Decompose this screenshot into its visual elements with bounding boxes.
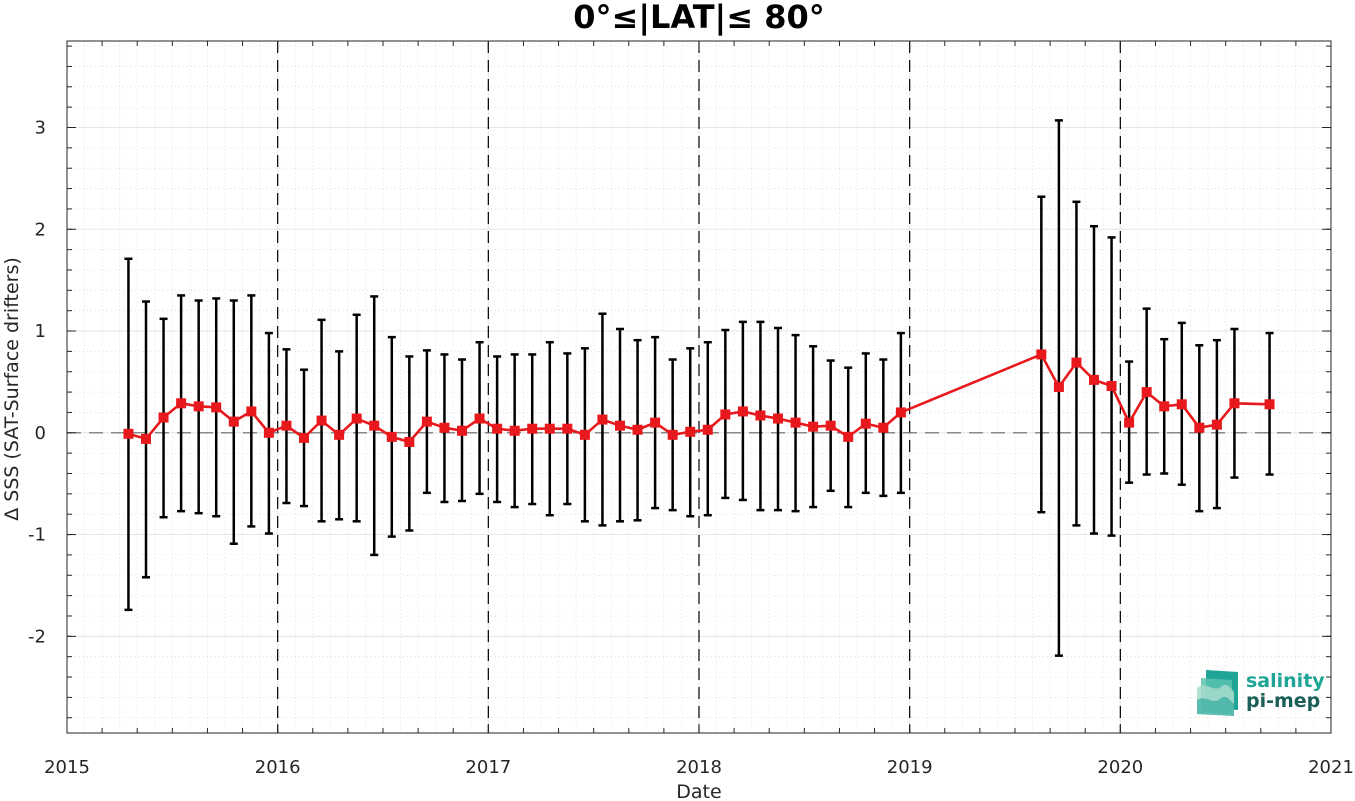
data-point-marker [878,422,889,433]
data-point-marker [737,406,748,417]
data-point-marker [527,423,538,434]
x-tick-label: 2018 [676,757,722,778]
data-point-marker [544,423,555,434]
data-point-marker [843,431,854,442]
data-point-marker [1089,374,1099,385]
x-tick-label: 2016 [255,757,301,778]
y-tick-label: -2 [28,626,46,647]
series-line [128,353,1270,444]
data-point-marker [509,425,520,436]
data-point-marker [246,406,257,417]
data-point-marker [123,428,134,439]
data-point-marker [334,429,345,440]
data-point-marker [1211,419,1222,430]
data-point-marker [1036,349,1047,360]
y-tick-label: 3 [35,118,46,139]
data-point-marker [158,412,169,423]
data-point-marker [615,420,625,431]
data-point-marker [720,409,731,420]
data-point-marker [773,413,783,424]
x-axis-label: Date [676,781,721,801]
series-line-group [128,353,1270,444]
data-point-marker [421,416,432,427]
data-point-marker [562,423,573,434]
data-point-marker [457,425,467,436]
data-point-marker [755,410,766,421]
data-point-marker [579,429,590,440]
x-tick-label: 2020 [1097,757,1143,778]
data-point-marker [211,402,222,413]
data-point-marker [1106,380,1117,391]
y-tick-label: 1 [35,321,46,342]
data-point-marker [597,414,608,425]
y-tick-label: 0 [35,423,46,444]
data-point-marker [1229,398,1240,409]
y-tick-label: -1 [28,525,46,546]
data-point-marker [702,424,713,435]
data-point-marker [369,420,380,431]
x-tick-labels: 2015 2016 2017 2018 2019 2020 2021 [44,757,1354,778]
data-point-marker [228,416,239,427]
data-point-marker [1194,422,1205,433]
data-point-marker [141,433,151,444]
data-markers [123,349,1275,447]
x-tick-label: 2015 [44,757,90,778]
data-point-marker [685,426,696,437]
data-point-marker [404,436,415,447]
data-point-marker [351,413,362,424]
x-tick-label: 2017 [465,757,511,778]
y-tick-label: 2 [35,219,46,240]
data-point-marker [281,420,292,431]
data-point-marker [386,431,397,442]
logo-text-line-1: salinity [1246,670,1325,692]
data-point-marker [1176,399,1187,410]
data-point-marker [1053,382,1064,392]
data-point-marker [439,422,450,433]
data-point-marker [1141,387,1152,398]
data-point-marker [316,415,327,426]
data-point-marker [474,413,485,424]
x-tick-label: 2019 [887,757,933,778]
data-point-marker [1264,399,1275,410]
data-point-marker [1124,417,1135,428]
data-point-marker [263,427,274,438]
chart-title: 0°≤|LAT|≤ 80° [573,0,824,37]
y-tick-labels: -2 -1 0 1 2 3 [28,118,46,648]
data-point-marker [825,420,836,431]
data-point-marker [860,418,871,429]
data-point-marker [632,424,643,435]
data-point-marker [1159,401,1170,412]
salinity-pi-mep-logo: salinity pi-mep [1197,670,1325,716]
data-point-marker [808,421,819,432]
wave-logo-icon [1197,670,1238,716]
axis-ticks [66,41,1332,733]
data-point-marker [667,429,678,440]
y-axis-label: Δ SSS (SAT-Surface drifters) [1,257,23,521]
reference-lines [67,41,1331,733]
logo-text-line-2: pi-mep [1246,690,1320,712]
data-point-marker [895,407,906,418]
data-point-marker [193,401,204,412]
data-point-marker [1071,357,1082,368]
data-point-marker [299,432,309,443]
x-tick-label: 2021 [1308,757,1354,778]
data-point-marker [790,417,801,428]
data-point-marker [176,398,187,409]
data-point-marker [492,423,503,434]
data-point-marker [650,417,661,428]
